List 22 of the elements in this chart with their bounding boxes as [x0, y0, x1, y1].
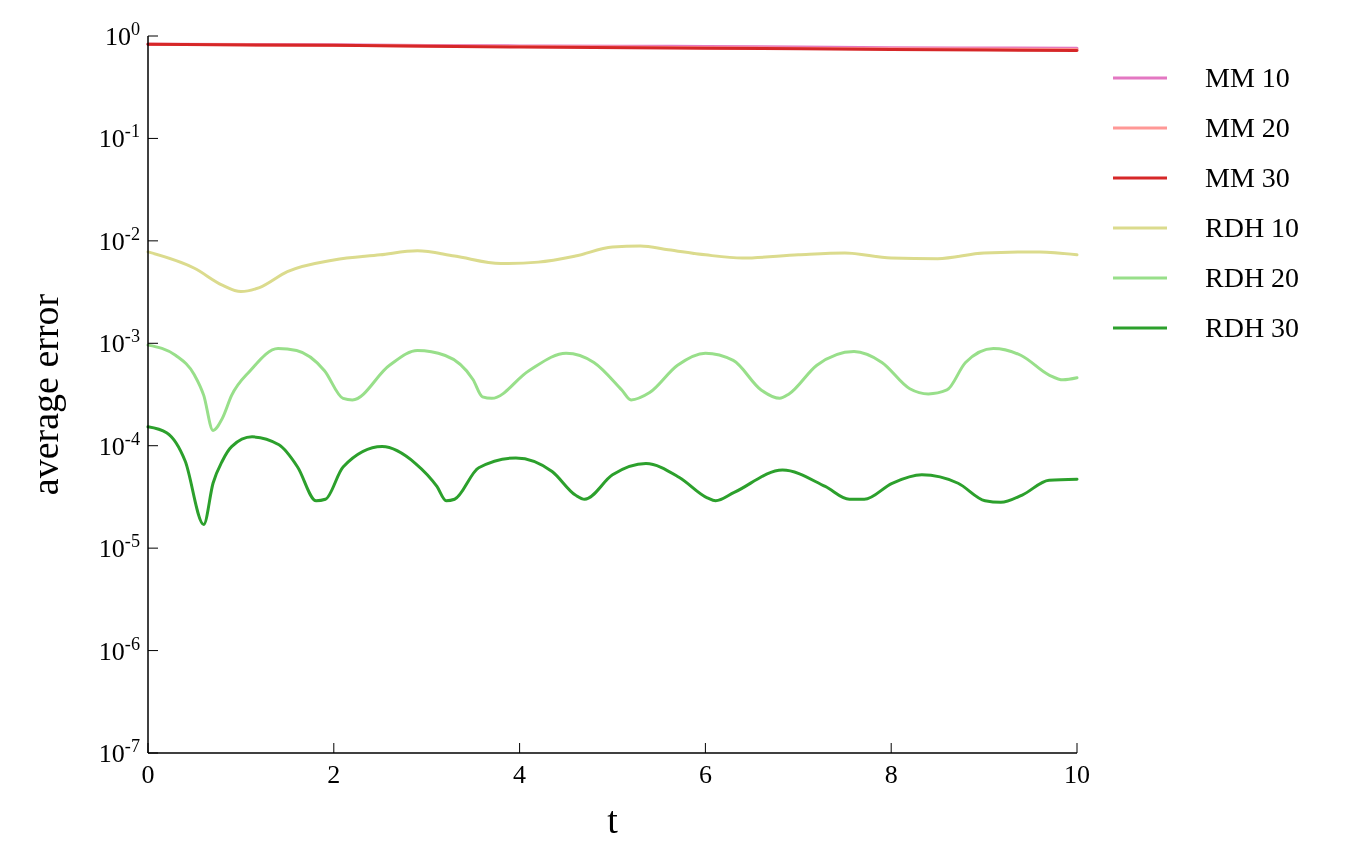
x-tick-label: 8	[884, 760, 898, 789]
x-tick-label: 10	[1064, 760, 1090, 789]
x-tick-label: 6	[698, 760, 712, 789]
x-tick-label: 4	[513, 760, 527, 789]
legend-label: RDH 30	[1205, 312, 1300, 343]
y-axis-title: average error	[24, 293, 66, 496]
x-axis-title: t	[607, 799, 619, 841]
y-tick-label: 10$^{0}$	[104, 19, 140, 51]
x-tick-label: 2	[327, 760, 341, 789]
y-tick-label: 10$^{-5}$	[98, 531, 140, 564]
y-tick-label: 10$^{-1}$	[98, 121, 140, 154]
legend-label: MM 10	[1205, 62, 1290, 93]
legend-label: MM 20	[1205, 112, 1290, 143]
y-tick-label: 10$^{-3}$	[98, 326, 140, 359]
y-tick-label: 10$^{-4}$	[98, 428, 140, 461]
y-tick-label: 10$^{-7}$	[98, 736, 140, 768]
x-tick-label: 0	[141, 760, 155, 789]
legend-label: RDH 20	[1205, 262, 1300, 293]
legend-label: RDH 10	[1205, 212, 1300, 243]
y-tick-label: 10$^{-2}$	[98, 223, 140, 256]
legend-label: MM 30	[1205, 162, 1290, 193]
y-tick-label: 10$^{-6}$	[98, 633, 140, 666]
